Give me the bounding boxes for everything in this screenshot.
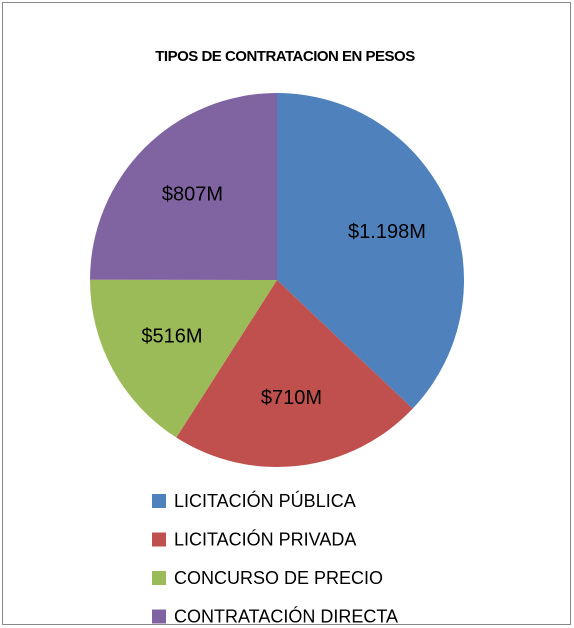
pie-slice xyxy=(277,93,465,409)
chart-title: TIPOS DE CONTRATACION EN PESOS xyxy=(155,48,415,65)
value-label: $516M xyxy=(141,326,202,348)
value-label: $1.198M xyxy=(348,221,426,243)
value-label: $710M xyxy=(261,387,322,409)
legend-label: LICITACIÓN PRIVADA xyxy=(174,528,356,549)
legend-label: CONCURSO DE PRECIO xyxy=(174,568,383,588)
legend-swatch xyxy=(152,532,166,547)
pie-slice xyxy=(176,280,413,467)
legend-swatch xyxy=(152,494,166,508)
legend-swatch xyxy=(152,571,166,585)
pie-slice xyxy=(90,93,277,280)
value-label: $807M xyxy=(162,184,223,206)
legend-swatch xyxy=(152,609,166,624)
legend-label: CONTRATACIÓN DIRECTA xyxy=(174,605,398,626)
pie-slice xyxy=(90,279,278,438)
legend-label: LICITACIÓN PÚBLICA xyxy=(174,490,356,511)
